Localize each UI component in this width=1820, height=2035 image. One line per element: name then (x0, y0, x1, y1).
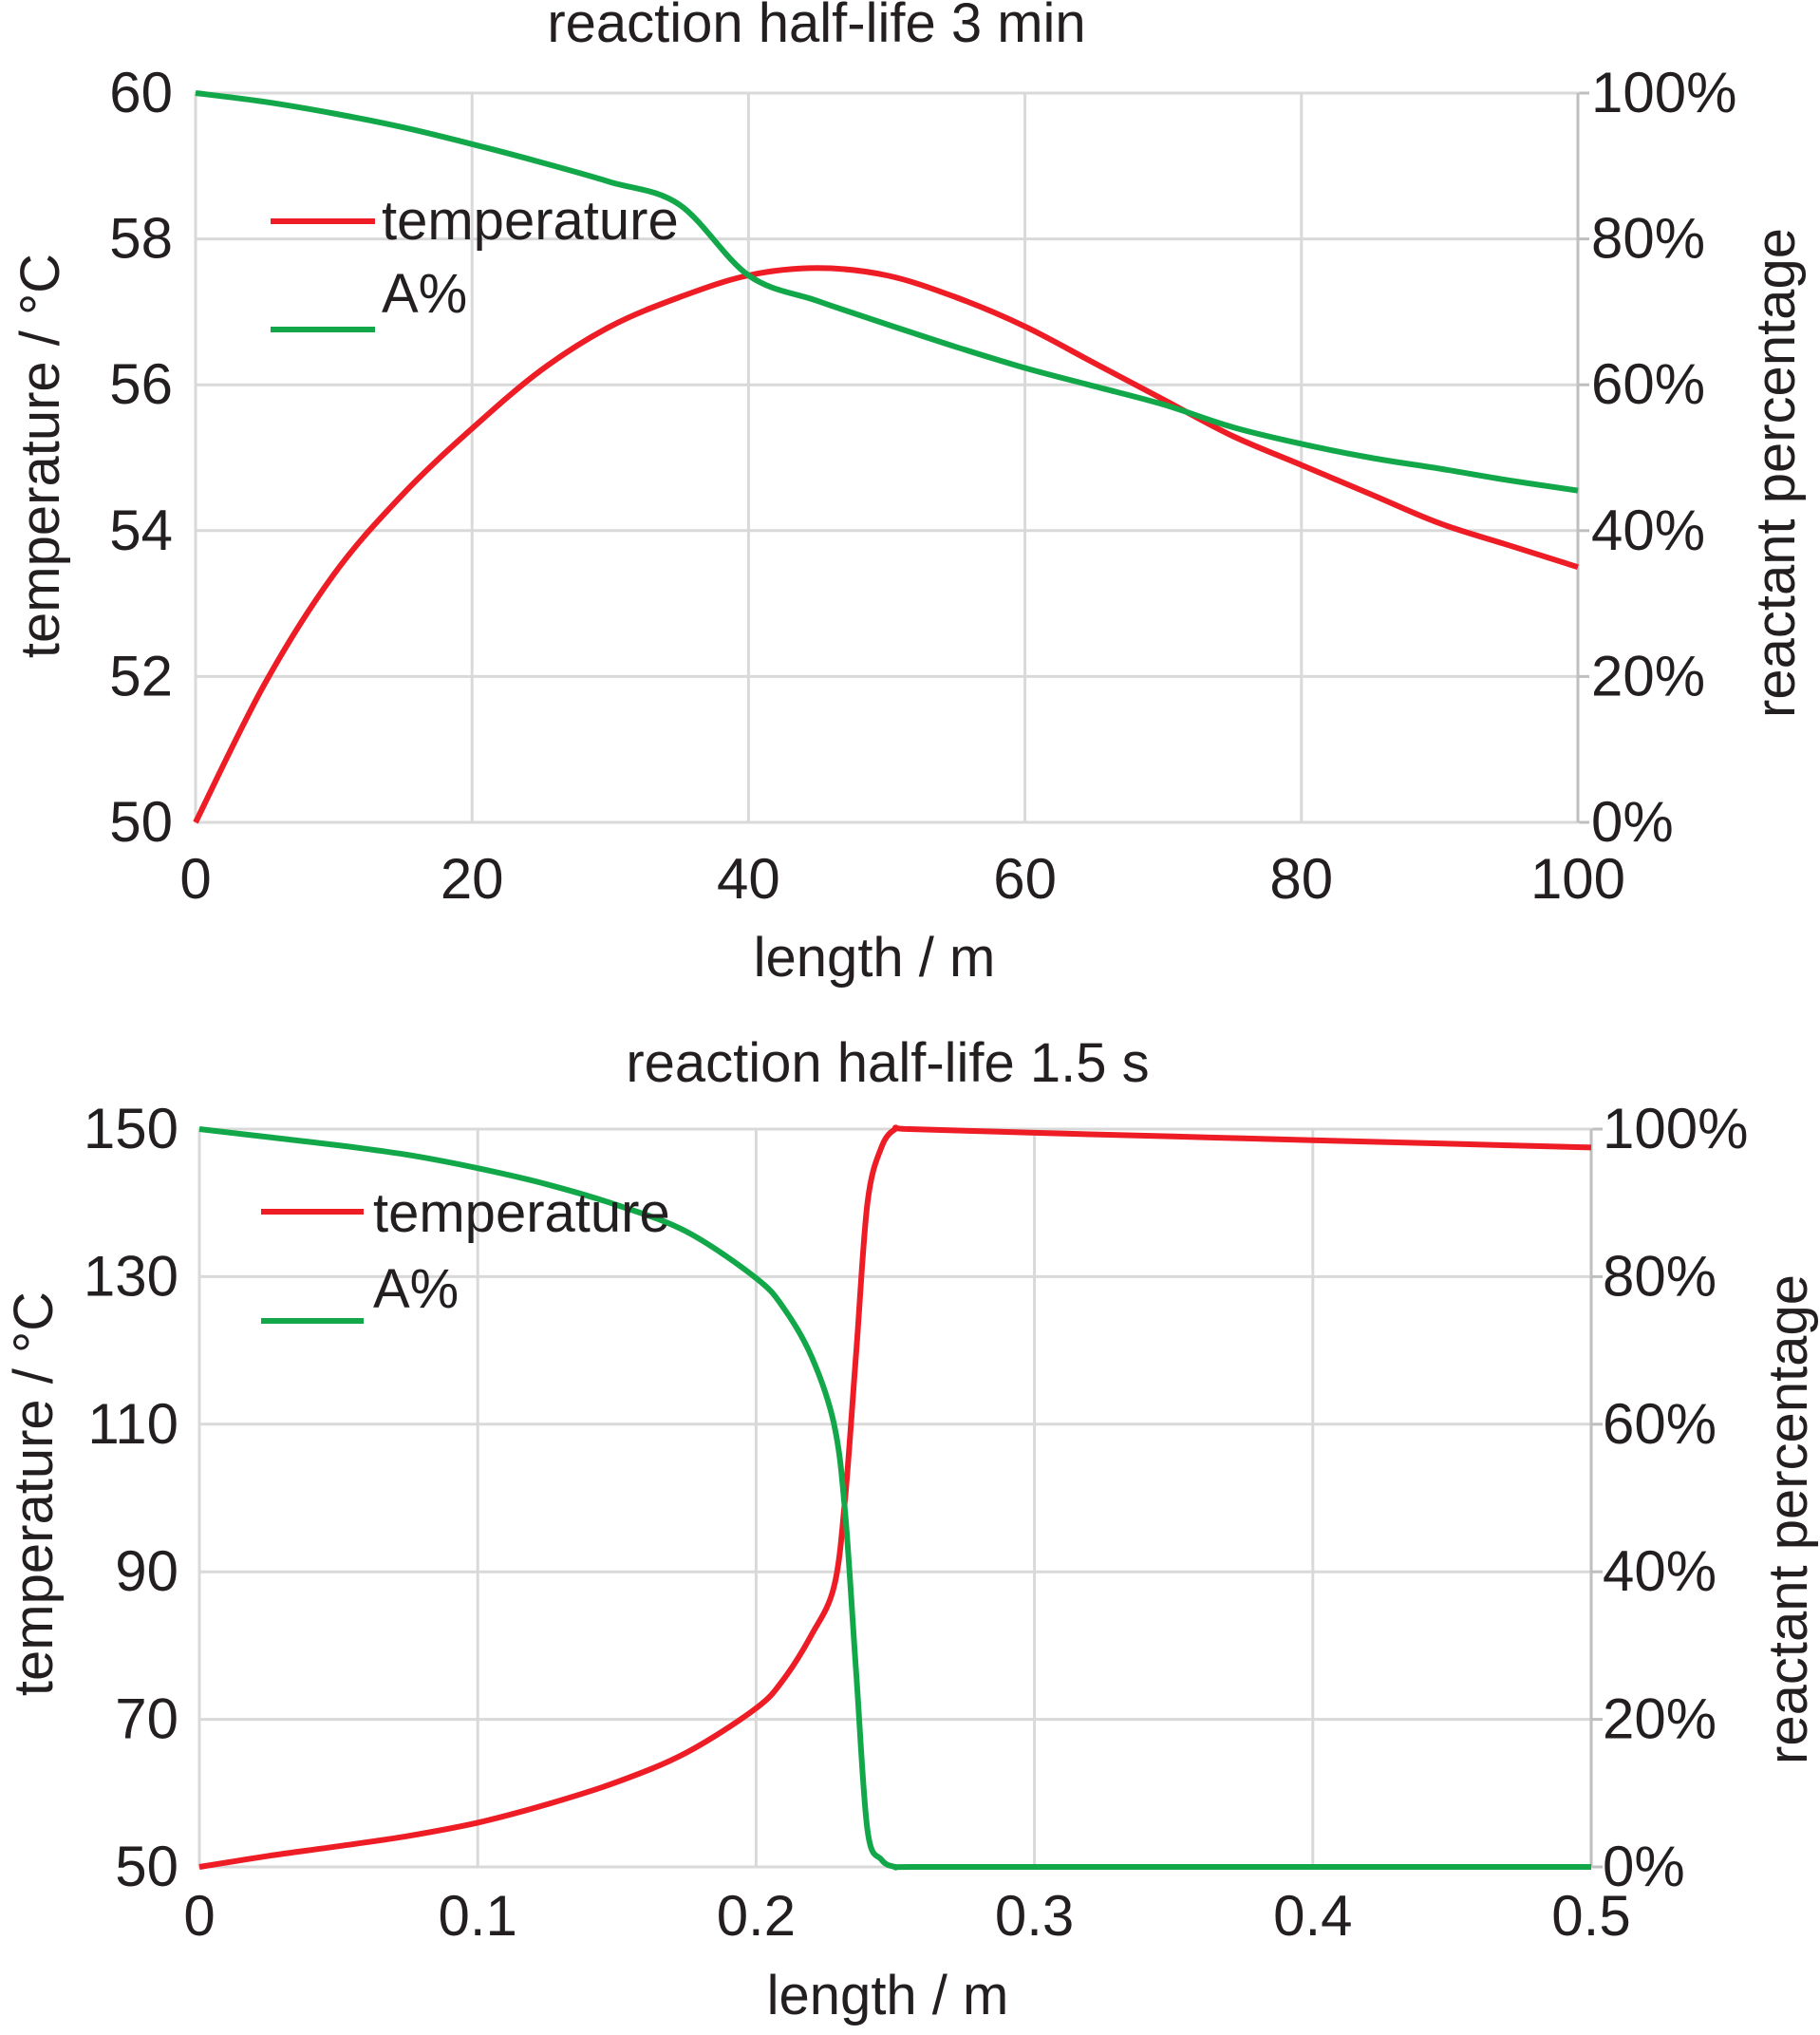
legend: temperature A% (261, 1182, 670, 1324)
x-tick-label: 0 (179, 847, 211, 911)
chart-title: reaction half-life 3 min (547, 0, 1085, 54)
x-tick-label: 60 (993, 847, 1057, 911)
y2-tick-label: 20% (1603, 1687, 1717, 1751)
legend-label-temperature: temperature (382, 190, 679, 252)
reactant-percentage-line (198, 1126, 1591, 1871)
legend-label-reactant: A% (373, 1258, 459, 1320)
y-tick-label: 70 (115, 1687, 178, 1751)
axes (194, 91, 1589, 824)
series-layer (193, 90, 1579, 824)
chart-title: reaction half-life 1.5 s (626, 1032, 1149, 1094)
x-tick-label: 0.3 (995, 1884, 1074, 1948)
y2-tick-label: 60% (1603, 1392, 1717, 1456)
x-tick-label: 0.4 (1273, 1884, 1352, 1948)
y2-tick-label: 40% (1591, 499, 1705, 562)
y-tick-label: 110 (87, 1392, 178, 1456)
y-tick-label: 50 (109, 790, 173, 854)
x-tick-label: 0.2 (717, 1884, 796, 1948)
x-tick-label: 0.1 (438, 1884, 516, 1948)
x-tick-label: 20 (441, 847, 504, 911)
x-axis-label: length / m (754, 927, 996, 989)
y-tick-label: 54 (109, 499, 173, 562)
y-tick-label: 52 (109, 644, 173, 707)
tick-labels: 0 20 40 60 80 100 50 0% 52 20% 54 40% 56 60% 58 80% 60 10… (109, 61, 1736, 911)
x-tick-label: 100 (1530, 847, 1625, 911)
y2-tick-label: 80% (1591, 207, 1705, 271)
y2-axis-label: reactant percentage (1757, 1274, 1819, 1764)
y2-tick-label: 40% (1603, 1539, 1717, 1603)
y-axis-label: temperature / °C (3, 1291, 65, 1696)
chart-half-life-1-5-s: reaction half-life 1.5 s 0 0.1 0.2 0.3 0.4 0.… (3, 1032, 1819, 2026)
x-axis-label: length / m (767, 1965, 1009, 2026)
series-layer (198, 1124, 1592, 1871)
tick-labels: 0 0.1 0.2 0.3 0.4 0.5 50 0% 70 20% 90 40% 110 60% 130 8… (84, 1097, 1749, 1948)
y-tick-label: 90 (115, 1539, 178, 1603)
y-tick-label: 50 (115, 1835, 178, 1898)
y-tick-label: 150 (84, 1097, 178, 1160)
y-tick-label: 56 (109, 352, 173, 416)
y-tick-label: 60 (109, 61, 173, 124)
y2-axis-label: reactant percentage (1745, 228, 1807, 718)
y-axis-label: temperature / °C (9, 254, 71, 658)
x-tick-label: 0.5 (1551, 1884, 1630, 1948)
x-tick-label: 40 (717, 847, 780, 911)
reactant-percentage-line (195, 90, 1579, 494)
y2-tick-label: 100% (1603, 1097, 1748, 1160)
y-tick-label: 130 (84, 1244, 178, 1308)
y2-tick-label: 100% (1591, 61, 1736, 124)
x-tick-label: 80 (1269, 847, 1333, 911)
legend-label-reactant: A% (382, 263, 467, 325)
y2-tick-label: 0% (1591, 790, 1674, 854)
y2-tick-label: 0% (1603, 1835, 1685, 1898)
x-tick-label: 0 (183, 1884, 215, 1948)
y2-tick-label: 80% (1603, 1244, 1717, 1308)
temperature-line (193, 265, 1579, 824)
legend: temperature A% (271, 190, 679, 332)
y-tick-label: 58 (109, 207, 173, 271)
y2-tick-label: 20% (1591, 644, 1705, 707)
y2-tick-label: 60% (1591, 352, 1705, 416)
legend-label-temperature: temperature (373, 1182, 670, 1244)
